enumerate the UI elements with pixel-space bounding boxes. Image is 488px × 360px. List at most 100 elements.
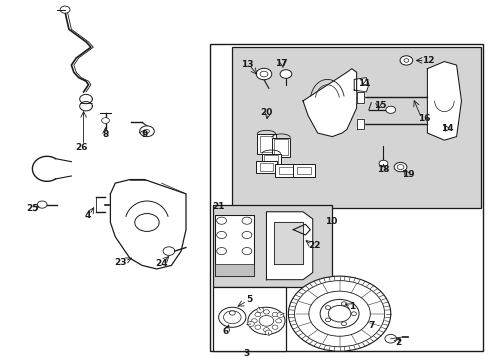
Circle shape <box>341 322 346 325</box>
Text: 18: 18 <box>376 165 389 174</box>
Circle shape <box>254 325 260 329</box>
Bar <box>264 156 278 171</box>
Circle shape <box>247 307 285 334</box>
Circle shape <box>135 213 159 231</box>
Circle shape <box>216 248 226 255</box>
Circle shape <box>384 334 396 343</box>
Bar <box>255 161 277 174</box>
Circle shape <box>294 281 384 347</box>
Circle shape <box>229 311 235 315</box>
Circle shape <box>276 312 283 318</box>
Text: 20: 20 <box>260 108 272 117</box>
Polygon shape <box>303 69 356 137</box>
Circle shape <box>320 300 358 328</box>
Circle shape <box>399 56 412 65</box>
Polygon shape <box>356 119 363 130</box>
Text: 10: 10 <box>325 217 337 226</box>
Polygon shape <box>353 78 368 92</box>
Circle shape <box>378 160 387 167</box>
Circle shape <box>396 165 403 170</box>
Bar <box>212 287 285 351</box>
Bar <box>274 139 287 156</box>
Text: 26: 26 <box>75 143 87 152</box>
Text: 11: 11 <box>357 79 369 88</box>
Text: 15: 15 <box>373 101 386 110</box>
Bar <box>259 163 273 171</box>
Polygon shape <box>427 62 461 140</box>
Circle shape <box>385 106 395 113</box>
Text: 4: 4 <box>84 211 90 220</box>
Text: 19: 19 <box>401 170 413 179</box>
Circle shape <box>223 311 241 324</box>
Circle shape <box>325 306 330 309</box>
Bar <box>257 134 275 154</box>
Circle shape <box>37 201 47 208</box>
Circle shape <box>216 217 226 224</box>
Bar <box>212 204 331 287</box>
Bar <box>259 136 273 152</box>
Text: 16: 16 <box>417 113 429 122</box>
Circle shape <box>102 118 109 123</box>
Polygon shape <box>266 212 312 280</box>
Circle shape <box>308 291 369 336</box>
Bar <box>215 264 254 276</box>
Bar <box>297 167 310 174</box>
Circle shape <box>341 302 346 306</box>
Circle shape <box>256 307 263 312</box>
Circle shape <box>393 162 406 172</box>
Circle shape <box>254 312 260 317</box>
Circle shape <box>256 68 271 80</box>
Text: 22: 22 <box>307 241 320 250</box>
Circle shape <box>327 305 350 322</box>
Polygon shape <box>215 215 254 276</box>
Polygon shape <box>356 92 363 103</box>
Circle shape <box>242 217 251 224</box>
Text: 5: 5 <box>245 295 251 304</box>
Bar <box>275 164 296 177</box>
Bar <box>210 44 483 351</box>
Circle shape <box>272 325 277 329</box>
Bar <box>232 47 480 208</box>
Text: 12: 12 <box>421 56 434 65</box>
Circle shape <box>242 248 251 255</box>
Circle shape <box>280 70 291 78</box>
Circle shape <box>144 130 149 133</box>
Text: 23: 23 <box>114 258 126 267</box>
Text: 7: 7 <box>367 321 374 330</box>
Bar <box>271 138 290 157</box>
Circle shape <box>351 312 356 316</box>
Text: 24: 24 <box>155 259 167 268</box>
Circle shape <box>263 310 269 314</box>
Circle shape <box>325 318 330 322</box>
Polygon shape <box>110 180 185 269</box>
Bar <box>262 154 280 173</box>
Circle shape <box>272 312 277 317</box>
Text: 1: 1 <box>348 302 354 311</box>
Text: 3: 3 <box>244 349 249 358</box>
Circle shape <box>216 231 226 239</box>
Polygon shape <box>273 222 303 264</box>
Circle shape <box>140 126 154 137</box>
Circle shape <box>251 319 257 323</box>
Circle shape <box>260 71 267 77</box>
Circle shape <box>218 307 245 327</box>
Circle shape <box>275 319 281 323</box>
Circle shape <box>163 247 174 255</box>
Bar <box>293 164 314 177</box>
Text: 13: 13 <box>240 59 253 68</box>
Text: 17: 17 <box>274 59 287 68</box>
Text: 14: 14 <box>440 124 452 133</box>
Circle shape <box>288 276 390 351</box>
Text: 9: 9 <box>141 130 147 139</box>
Circle shape <box>242 231 251 239</box>
Circle shape <box>263 328 269 332</box>
Bar <box>279 167 292 174</box>
Circle shape <box>60 6 70 13</box>
Circle shape <box>264 330 271 335</box>
Text: 25: 25 <box>26 204 39 213</box>
Text: 6: 6 <box>223 327 228 336</box>
Circle shape <box>247 321 254 327</box>
Text: 8: 8 <box>102 130 108 139</box>
Circle shape <box>403 59 408 62</box>
Text: 21: 21 <box>211 202 224 211</box>
